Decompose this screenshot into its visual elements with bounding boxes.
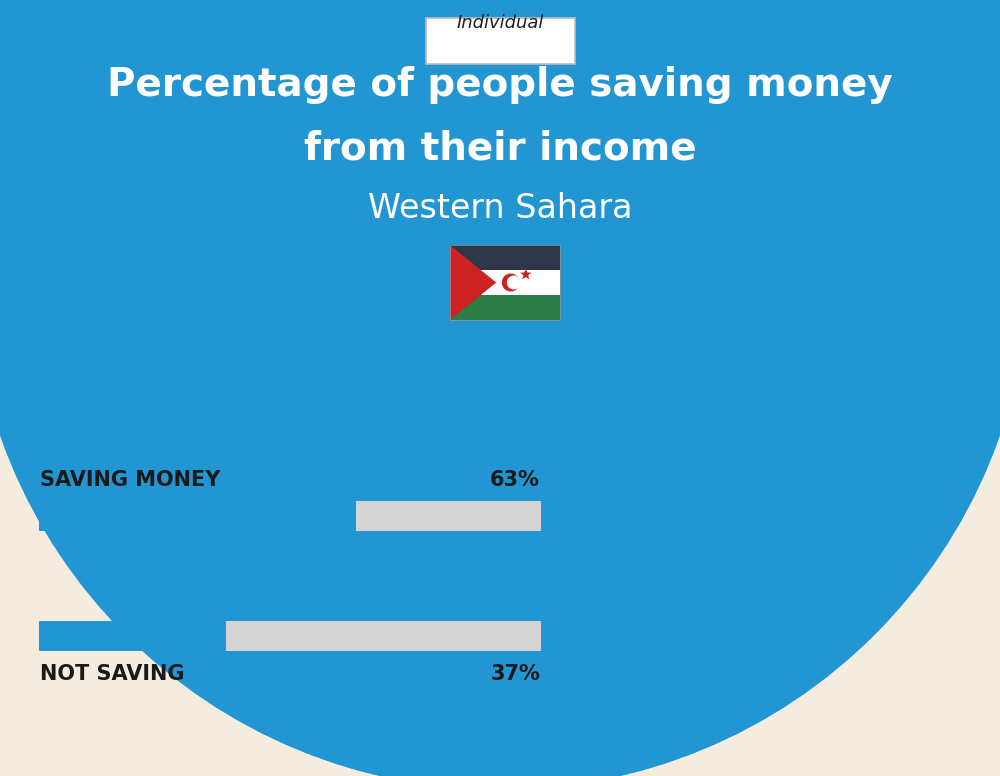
FancyBboxPatch shape [426, 18, 574, 64]
Text: from their income: from their income [304, 129, 696, 167]
Text: Western Sahara: Western Sahara [368, 192, 632, 224]
Text: Percentage of people saving money: Percentage of people saving money [107, 66, 893, 104]
Text: NOT SAVING: NOT SAVING [40, 664, 184, 684]
Text: SAVING MONEY: SAVING MONEY [40, 470, 220, 490]
Circle shape [507, 275, 521, 289]
Polygon shape [520, 268, 532, 279]
Polygon shape [450, 245, 496, 320]
FancyBboxPatch shape [39, 501, 356, 531]
Bar [450, 270, 560, 295]
FancyBboxPatch shape [39, 621, 226, 651]
Bar [450, 245, 560, 320]
Text: 63%: 63% [490, 470, 540, 490]
Bar [0, 0, 1000, 260]
Circle shape [502, 273, 520, 292]
Text: 37%: 37% [490, 664, 540, 684]
Bar [450, 245, 560, 270]
Text: Individual: Individual [456, 14, 544, 32]
FancyBboxPatch shape [39, 621, 541, 651]
Bar [450, 295, 560, 320]
FancyBboxPatch shape [39, 501, 541, 531]
